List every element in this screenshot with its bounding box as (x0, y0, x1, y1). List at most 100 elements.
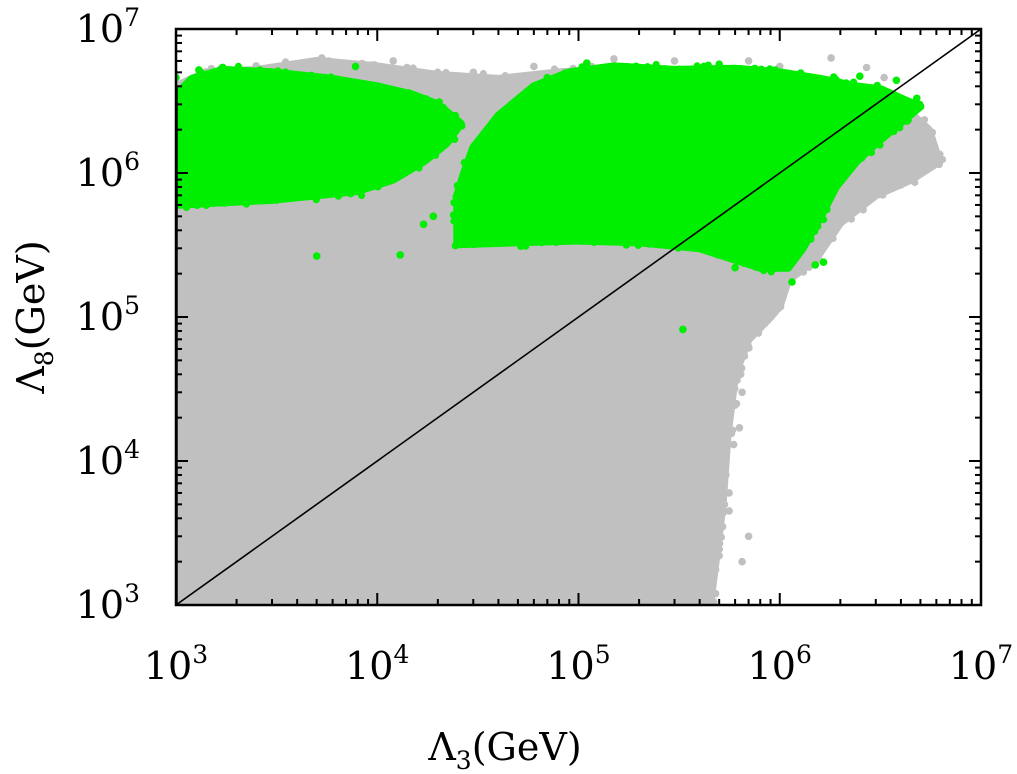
all-points-marker (761, 320, 769, 328)
selected-points-marker (621, 237, 629, 245)
all-points-point (761, 301, 770, 310)
all-points-marker (224, 599, 232, 605)
all-points-marker (776, 291, 784, 299)
selected-points-marker (587, 67, 595, 76)
selected-points-marker (460, 158, 468, 167)
all-points-point (859, 196, 868, 204)
all-points-marker (928, 128, 937, 136)
all-points-marker (300, 64, 308, 72)
selected-points-marker (202, 201, 210, 209)
all-points-point (744, 57, 753, 65)
selected-points-point (195, 66, 203, 74)
all-points-marker (716, 484, 724, 492)
all-points-point (862, 63, 871, 72)
selected-points-marker (807, 235, 815, 243)
all-points-marker (805, 263, 813, 271)
selected-points-marker (415, 164, 423, 172)
selected-points-marker (675, 65, 683, 73)
all-points-point (736, 370, 745, 379)
all-points-marker (369, 599, 377, 605)
selected-points-marker (843, 164, 851, 173)
selected-points-marker (274, 67, 282, 75)
all-points-marker (833, 215, 842, 224)
selected-points-marker (446, 136, 454, 144)
selected-points-marker (432, 141, 440, 150)
y-tick-label: 106 (76, 147, 140, 195)
selected-points-marker (407, 162, 415, 170)
all-points-point (715, 551, 723, 560)
selected-points-marker (483, 129, 491, 137)
selected-points-marker (334, 75, 342, 83)
selected-points-marker (189, 77, 197, 85)
all-points-point (890, 172, 898, 180)
selected-points-marker (233, 195, 241, 203)
selected-points-marker (661, 65, 669, 73)
selected-points-marker (538, 239, 546, 247)
selected-points-point (913, 94, 921, 103)
all-points-marker (280, 598, 288, 605)
selected-points-marker (737, 65, 745, 73)
selected-points-point (819, 258, 828, 267)
selected-points-marker (312, 196, 320, 204)
all-points-marker (721, 500, 729, 508)
selected-points-point (752, 258, 760, 267)
selected-points-marker (327, 73, 335, 81)
all-points-marker (716, 470, 725, 479)
x-tick-label: 105 (546, 640, 610, 688)
selected-points-marker (435, 98, 443, 106)
all-points-marker (708, 560, 716, 568)
selected-points-marker (578, 232, 586, 240)
selected-points-marker (850, 78, 858, 86)
selected-points-marker (569, 234, 578, 242)
selected-points-marker (193, 201, 201, 209)
all-points-point (872, 179, 880, 187)
all-points-point (752, 323, 760, 332)
all-points-marker (537, 606, 544, 613)
all-points-marker (611, 598, 619, 605)
all-points-point (918, 122, 926, 131)
all-points-marker (741, 352, 749, 360)
selected-points-marker (321, 73, 329, 81)
all-points-marker (712, 566, 720, 574)
selected-points-marker (552, 238, 560, 246)
selected-points-marker (606, 65, 614, 73)
selected-points-marker (740, 259, 748, 267)
selected-points-marker (242, 200, 250, 208)
all-points-point (738, 388, 746, 397)
selected-points-marker (786, 261, 794, 269)
selected-points-point (679, 325, 687, 334)
all-points-marker (386, 68, 394, 76)
selected-points-marker (818, 76, 827, 84)
selected-points-marker (462, 172, 470, 180)
selected-points-point (811, 261, 819, 269)
all-points-marker (169, 132, 176, 139)
selected-points-marker (851, 158, 859, 166)
all-points-marker (663, 599, 671, 605)
selected-points-marker (391, 172, 399, 180)
all-points-marker (428, 74, 436, 82)
selected-points-point (715, 60, 723, 68)
y-tick-label: 105 (76, 291, 140, 339)
x-tick-label: 106 (748, 640, 812, 688)
all-points-marker (460, 73, 468, 81)
all-points-marker (328, 58, 336, 66)
selected-points-point (281, 68, 290, 77)
selected-points-marker (811, 75, 819, 83)
selected-points-point (885, 100, 893, 109)
all-points-marker (501, 72, 509, 80)
all-points-point (827, 54, 835, 62)
all-points-marker (710, 574, 718, 582)
selected-points-marker (450, 217, 458, 225)
selected-points-marker (916, 100, 924, 108)
all-points-point (880, 73, 888, 82)
selected-points-marker (509, 101, 517, 109)
selected-points-marker (751, 64, 759, 72)
selected-points-marker (820, 216, 828, 224)
selected-points-marker (214, 70, 222, 78)
all-points-marker (738, 364, 746, 372)
selected-points-marker (308, 71, 316, 79)
all-points-marker (591, 599, 599, 605)
all-points-marker (832, 222, 841, 230)
selected-points-marker (491, 122, 500, 130)
